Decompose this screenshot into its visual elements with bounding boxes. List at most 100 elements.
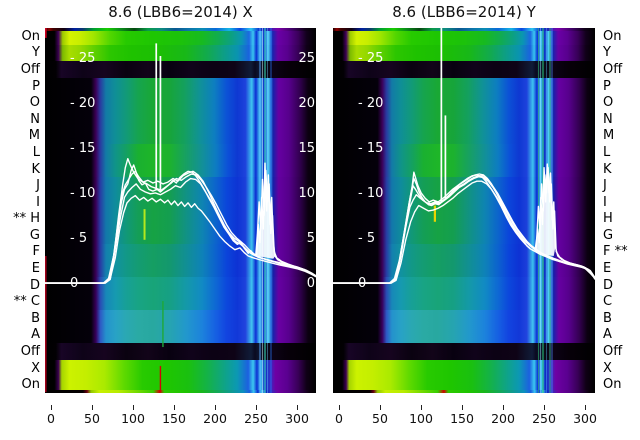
right-row-labels: On Y Off P O N M L K J I H G F ** E D C B A Off X On bbox=[600, 28, 640, 394]
row-label: D bbox=[29, 277, 40, 293]
y-tick-label-left: - 15 bbox=[70, 140, 96, 156]
heatmap-row bbox=[333, 110, 595, 129]
x-tick-label: 200 bbox=[203, 411, 227, 426]
heatmap-panel-y: - 25 - 20 - 15 - 10 - 5 0 bbox=[333, 28, 595, 393]
row-label: J bbox=[603, 178, 607, 194]
bottom-edge-strip bbox=[333, 390, 595, 393]
row-label: On bbox=[21, 28, 40, 44]
y-tick-label-right: 20 bbox=[298, 95, 315, 111]
x-tick-mark bbox=[502, 405, 504, 410]
heatmap-row bbox=[333, 77, 595, 95]
heatmap-row bbox=[333, 160, 595, 178]
panel-title-y: 8.6 (LBB6=2014) Y bbox=[392, 3, 536, 21]
x-tick-label: 100 bbox=[121, 411, 145, 426]
row-label: F ** bbox=[603, 244, 628, 260]
row-label: Off bbox=[20, 61, 40, 77]
row-label: E bbox=[31, 261, 40, 277]
x-tick-mark bbox=[338, 405, 340, 410]
row-label: C bbox=[603, 294, 613, 310]
heatmap-row bbox=[333, 177, 595, 195]
y-tick-label-left: - 10 bbox=[358, 185, 384, 201]
row-label: K bbox=[31, 161, 40, 177]
heatmap-row bbox=[45, 310, 316, 328]
row-label: P bbox=[603, 78, 611, 94]
y-tick-label-left: - 10 bbox=[70, 185, 96, 201]
heatmap-row bbox=[45, 94, 316, 112]
row-label: ** H bbox=[13, 211, 40, 227]
heatmap-row bbox=[45, 293, 316, 311]
heatmap-row bbox=[333, 28, 595, 46]
heatmap-row bbox=[333, 127, 595, 145]
curve-overlay bbox=[45, 28, 316, 393]
heatmap-row bbox=[333, 293, 595, 311]
heatmap-row bbox=[45, 376, 316, 393]
x-tick-label: 0 bbox=[47, 411, 55, 426]
row-label: O bbox=[29, 95, 40, 111]
x-tick-mark bbox=[132, 405, 134, 410]
x-tick-mark bbox=[173, 405, 175, 410]
heatmap-row bbox=[333, 144, 595, 162]
heatmap-row bbox=[333, 343, 595, 361]
left-row-labels: On Y Off P O N M L K J I ** H G F E D ** C B A Off X On bbox=[0, 28, 42, 394]
x-tick-label: 300 bbox=[573, 411, 597, 426]
y-tick-label-right: 5 bbox=[306, 230, 315, 246]
y-tick-label-left: - 20 bbox=[358, 95, 384, 111]
x-tick-label: 150 bbox=[162, 411, 186, 426]
row-label: Off bbox=[603, 344, 623, 360]
x-tick-mark bbox=[420, 405, 422, 410]
row-label: N bbox=[603, 111, 613, 127]
heatmap-row bbox=[45, 110, 316, 129]
trace-curve bbox=[333, 177, 595, 283]
row-label: M bbox=[28, 128, 40, 144]
heatmap-row bbox=[333, 227, 595, 245]
y-tick-label-left: 0 bbox=[358, 275, 367, 291]
heatmap-row bbox=[333, 193, 595, 212]
x-tick-mark bbox=[50, 405, 52, 410]
row-label: F bbox=[32, 244, 40, 260]
row-label: Y bbox=[603, 45, 611, 61]
row-label: X bbox=[31, 360, 40, 376]
x-tick-label: 150 bbox=[450, 411, 474, 426]
row-label: I bbox=[36, 194, 40, 210]
row-label: J bbox=[36, 178, 40, 194]
heatmap-row bbox=[45, 210, 316, 228]
panel-title-x: 8.6 (LBB6=2014) X bbox=[108, 3, 253, 21]
row-label: A bbox=[603, 327, 612, 343]
y-tick-label-left: - 5 bbox=[358, 230, 376, 246]
heatmap-row bbox=[333, 210, 595, 228]
top-edge-strip bbox=[333, 28, 595, 31]
row-label: On bbox=[21, 377, 40, 393]
heatmap-row bbox=[333, 310, 595, 328]
row-label: L bbox=[603, 144, 611, 160]
row-label: K bbox=[603, 161, 612, 177]
heatmap-row bbox=[45, 359, 316, 377]
row-label: A bbox=[31, 327, 40, 343]
x-tick-mark bbox=[255, 405, 257, 410]
x-tick-label: 250 bbox=[244, 411, 268, 426]
x-tick-mark bbox=[296, 405, 298, 410]
y-tick-label-right: 25 bbox=[298, 50, 315, 66]
x-tick-label: 100 bbox=[409, 411, 433, 426]
x-tick-mark bbox=[461, 405, 463, 410]
x-tick-label: 0 bbox=[335, 411, 343, 426]
heatmap-row bbox=[45, 28, 316, 46]
trace-curve bbox=[333, 168, 595, 283]
y-tick-label-right: 10 bbox=[298, 185, 315, 201]
row-label: P bbox=[32, 78, 40, 94]
heatmap-row bbox=[45, 276, 316, 295]
row-label: N bbox=[30, 111, 40, 127]
row-label: B bbox=[603, 310, 612, 326]
y-tick-label-right: 15 bbox=[298, 140, 315, 156]
heatmap-row bbox=[45, 127, 316, 145]
trace-curve bbox=[45, 163, 316, 283]
row-label: On bbox=[603, 377, 622, 393]
row-label: G bbox=[603, 227, 614, 243]
x-tick-label: 200 bbox=[491, 411, 515, 426]
heatmap-row bbox=[45, 343, 316, 361]
x-tick-label: 250 bbox=[532, 411, 556, 426]
x-tick-mark bbox=[91, 405, 93, 410]
heatmap-row bbox=[333, 359, 595, 377]
x-tick-label: 300 bbox=[285, 411, 309, 426]
heatmap-row bbox=[333, 44, 595, 62]
row-label: ** C bbox=[13, 294, 40, 310]
